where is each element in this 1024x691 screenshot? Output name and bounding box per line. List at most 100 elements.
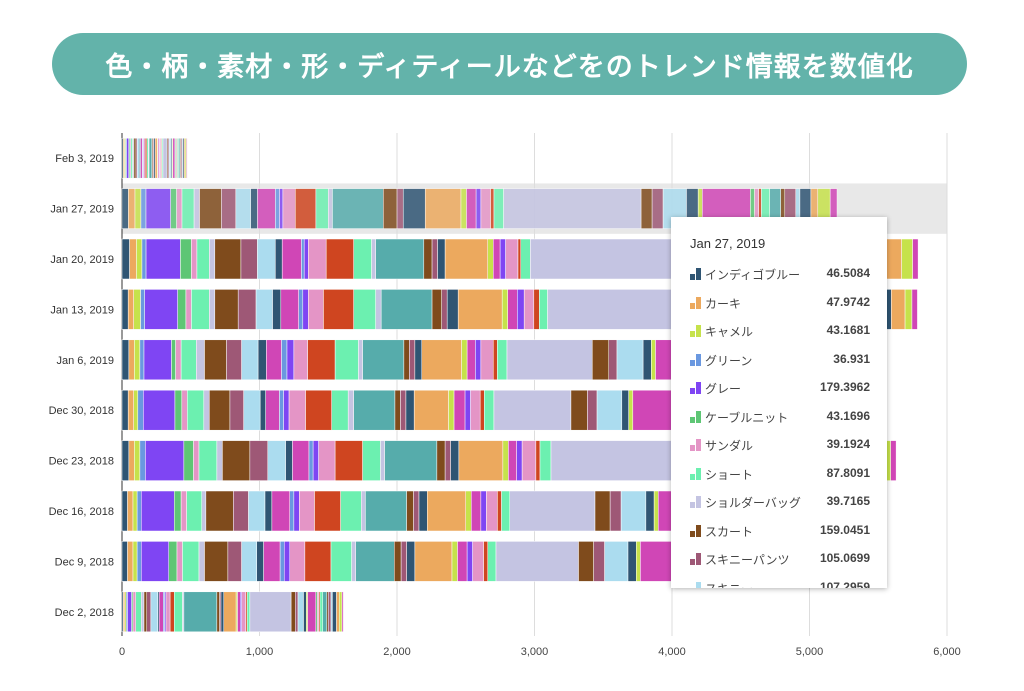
bar-segment [171, 339, 176, 381]
bar-segment [405, 389, 415, 431]
bar-segment [520, 238, 531, 280]
bar-segment [209, 238, 216, 280]
bar-segment [362, 339, 405, 381]
bar-segment [204, 339, 227, 381]
bar-segment [226, 339, 242, 381]
bar-segment [140, 188, 147, 229]
y-category-label: Dec 16, 2018 [49, 506, 114, 518]
bar-segment [487, 541, 497, 582]
bar-segment [304, 541, 332, 582]
bar-segment [319, 591, 323, 633]
bar-segment [181, 389, 188, 431]
tooltip-series-value: 105.0699 [819, 551, 870, 565]
x-tick-label: 2,000 [383, 646, 411, 658]
bar-segment [302, 289, 309, 330]
bar-segment [127, 389, 134, 431]
bar-segment [290, 591, 296, 633]
bar-segment [241, 339, 259, 381]
bar-segment [383, 188, 398, 229]
bar-segment [475, 188, 482, 229]
x-tick-label: 6,000 [933, 646, 961, 658]
bar-segment [461, 339, 468, 381]
bar-segment [180, 339, 197, 381]
chart-tooltip: Jan 27, 2019 インディゴブルー 46.5084 カーキ 47.9742 キャ… [671, 217, 887, 588]
bar-segment [266, 339, 282, 381]
bar-segment [331, 389, 349, 431]
bar-segment [141, 591, 145, 633]
bar-segment [145, 188, 171, 229]
bar-segment [533, 289, 540, 330]
bar-segment [493, 339, 498, 381]
bar-segment [134, 339, 141, 381]
bar-segment [121, 490, 128, 532]
y-category-label: Dec 30, 2018 [49, 405, 114, 417]
bar-segment [182, 541, 200, 582]
bar-segment [314, 490, 341, 532]
bar-segment [137, 137, 140, 179]
bar-chart-icon [690, 553, 702, 565]
bar-segment [275, 238, 283, 280]
bar-segment [465, 490, 472, 532]
bar-segment [466, 541, 473, 582]
bar-segment [165, 591, 171, 633]
bar-segment [437, 238, 446, 280]
bar-segment [608, 339, 618, 381]
bar-segment [136, 541, 142, 582]
bar-segment [508, 440, 517, 481]
bar-segment [169, 591, 175, 633]
bar-segment [191, 289, 210, 330]
bar-segment [241, 541, 257, 582]
bar-segment [457, 289, 503, 330]
bar-segment [175, 339, 182, 381]
bar-segment [517, 289, 525, 330]
tooltip-series-value: 46.5084 [826, 266, 870, 280]
bar-segment [497, 490, 502, 532]
tooltip-series-value: 179.3962 [819, 380, 870, 394]
bar-segment [487, 238, 494, 280]
tooltip-series-name: カーキ [705, 296, 742, 311]
bar-segment [451, 541, 458, 582]
bar-segment [394, 389, 401, 431]
bar-segment [289, 490, 295, 532]
bar-segment [145, 440, 185, 481]
bar-segment [334, 440, 363, 481]
bar-segment [413, 490, 420, 532]
bar-segment [431, 289, 442, 330]
bar-chart-icon [690, 581, 702, 588]
bar-segment [133, 389, 139, 431]
bar-segment [295, 591, 299, 633]
y-category-label: Jan 20, 2019 [50, 254, 114, 266]
bar-segment [303, 591, 307, 633]
bar-segment [141, 541, 169, 582]
bar-segment [235, 188, 251, 229]
bar-segment [604, 541, 629, 582]
bar-segment [198, 541, 205, 582]
bar-segment [134, 440, 141, 481]
bar-segment [121, 289, 129, 330]
bar-segment [183, 591, 218, 633]
bar-chart-icon [690, 382, 702, 394]
bar-segment [183, 440, 194, 481]
bar-segment [121, 440, 130, 481]
bar-segment [328, 591, 332, 633]
bar-segment [901, 238, 913, 280]
bar-segment [121, 238, 130, 280]
bar-segment [570, 389, 588, 431]
bar-segment [303, 238, 309, 280]
bar-segment [353, 289, 376, 330]
bar-segment [121, 389, 129, 431]
bar-segment [127, 591, 132, 633]
bar-segment [281, 339, 288, 381]
bar-segment [645, 490, 655, 532]
tooltip-row: インディゴブルー 46.5084 [690, 265, 870, 285]
bar-segment [237, 591, 241, 633]
bar-segment [427, 490, 466, 532]
bar-segment [539, 440, 552, 481]
bar-segment [353, 389, 396, 431]
tooltip-series-name: ケーブルニット [705, 410, 789, 425]
bar-segment [592, 339, 609, 381]
bar-segment [209, 389, 231, 431]
bar-segment [636, 541, 641, 582]
bar-segment [186, 490, 202, 532]
tooltip-row: スキニー 107.2959 [690, 579, 870, 588]
